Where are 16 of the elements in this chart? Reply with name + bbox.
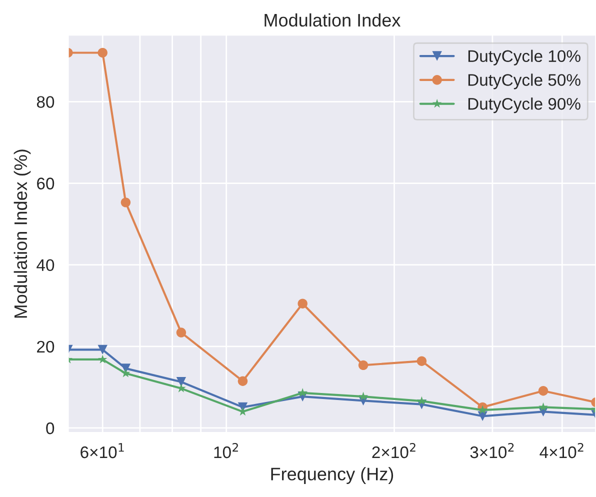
chart-title: Modulation Index (264, 13, 401, 27)
legend-label: DutyCycle 90% (468, 98, 580, 114)
y-tick-label: 80 (36, 96, 54, 108)
x-axis-title: Frequency (Hz) (271, 467, 394, 484)
x-tick-label: 3×10$^{2}$ (470, 442, 514, 458)
legend-label: DutyCycle 50% (468, 74, 580, 90)
y-tick-label: 20 (37, 340, 54, 353)
y-axis-title: Modulation Index (%) (14, 150, 31, 318)
x-tick-label: 6×10$^{1}$ (80, 443, 124, 458)
y-tick-label: 0 (46, 422, 54, 434)
x-tick-label: 2×10$^{2}$ (372, 442, 416, 458)
legend-label: DutyCycle 10% (468, 50, 580, 66)
y-tick-label: 60 (37, 178, 54, 190)
x-tick-label: 4×10$^{2}$ (540, 442, 584, 458)
x-tick-label: 10$^{2}$ (214, 442, 238, 458)
y-tick-label: 40 (36, 259, 54, 272)
